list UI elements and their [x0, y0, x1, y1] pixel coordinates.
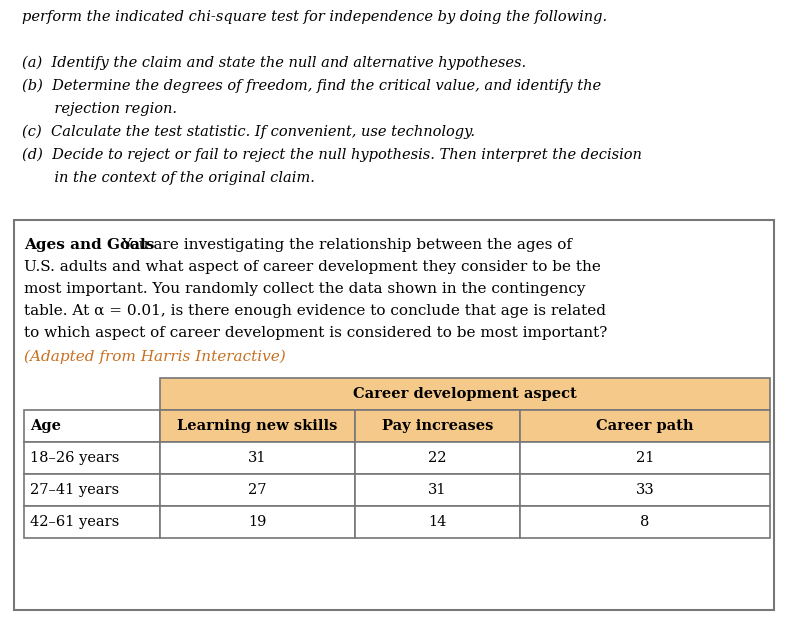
- Bar: [160, 474, 355, 506]
- Bar: [160, 410, 355, 442]
- Text: 27–41 years: 27–41 years: [30, 483, 119, 497]
- Text: Learning new skills: Learning new skills: [177, 419, 337, 433]
- Bar: [520, 442, 770, 474]
- Bar: [24, 474, 160, 506]
- Bar: [160, 506, 355, 538]
- Text: 18–26 years: 18–26 years: [30, 451, 119, 465]
- Text: 21: 21: [636, 451, 654, 465]
- Text: You are investigating the relationship between the ages of: You are investigating the relationship b…: [121, 238, 572, 252]
- Text: 31: 31: [428, 483, 447, 497]
- Bar: [355, 410, 520, 442]
- Bar: [355, 506, 520, 538]
- Bar: [355, 474, 520, 506]
- Text: most important. You randomly collect the data shown in the contingency: most important. You randomly collect the…: [24, 282, 585, 296]
- Text: U.S. adults and what aspect of career development they consider to be the: U.S. adults and what aspect of career de…: [24, 260, 601, 274]
- Text: (b)  Determine the degrees of freedom, find the critical value, and identify the: (b) Determine the degrees of freedom, fi…: [22, 79, 601, 93]
- Text: (c)  Calculate the test statistic. If convenient, use technology.: (c) Calculate the test statistic. If con…: [22, 125, 475, 140]
- Text: Age: Age: [30, 419, 61, 433]
- Text: table. At α = 0.01, is there enough evidence to conclude that age is related: table. At α = 0.01, is there enough evid…: [24, 304, 606, 318]
- Text: in the context of the original claim.: in the context of the original claim.: [22, 171, 315, 185]
- Bar: [520, 410, 770, 442]
- Text: Career development aspect: Career development aspect: [353, 387, 577, 401]
- Text: 14: 14: [428, 515, 446, 529]
- Text: 42–61 years: 42–61 years: [30, 515, 119, 529]
- Text: to which aspect of career development is considered to be most important?: to which aspect of career development is…: [24, 326, 608, 340]
- Text: rejection region.: rejection region.: [22, 102, 177, 116]
- Text: 22: 22: [428, 451, 447, 465]
- Text: 8: 8: [641, 515, 649, 529]
- Text: (Adapted from Harris Interactive): (Adapted from Harris Interactive): [24, 350, 286, 365]
- Text: 19: 19: [248, 515, 267, 529]
- Text: Ages and Goals: Ages and Goals: [24, 238, 154, 252]
- Bar: [355, 442, 520, 474]
- Text: Pay increases: Pay increases: [382, 419, 493, 433]
- Bar: [160, 378, 770, 410]
- Text: 27: 27: [248, 483, 267, 497]
- Bar: [160, 442, 355, 474]
- Bar: [520, 506, 770, 538]
- Bar: [24, 410, 160, 442]
- Text: perform the indicated chi-square test for independence by doing the following.: perform the indicated chi-square test fo…: [22, 10, 608, 24]
- Text: (a)  Identify the claim and state the null and alternative hypotheses.: (a) Identify the claim and state the nul…: [22, 56, 526, 70]
- Text: Career path: Career path: [596, 419, 694, 433]
- Text: 33: 33: [636, 483, 654, 497]
- Bar: [520, 474, 770, 506]
- Bar: [24, 442, 160, 474]
- Bar: [14, 220, 774, 610]
- Text: 31: 31: [248, 451, 267, 465]
- Text: (d)  Decide to reject or fail to reject the null hypothesis. Then interpret the : (d) Decide to reject or fail to reject t…: [22, 148, 641, 163]
- Bar: [24, 506, 160, 538]
